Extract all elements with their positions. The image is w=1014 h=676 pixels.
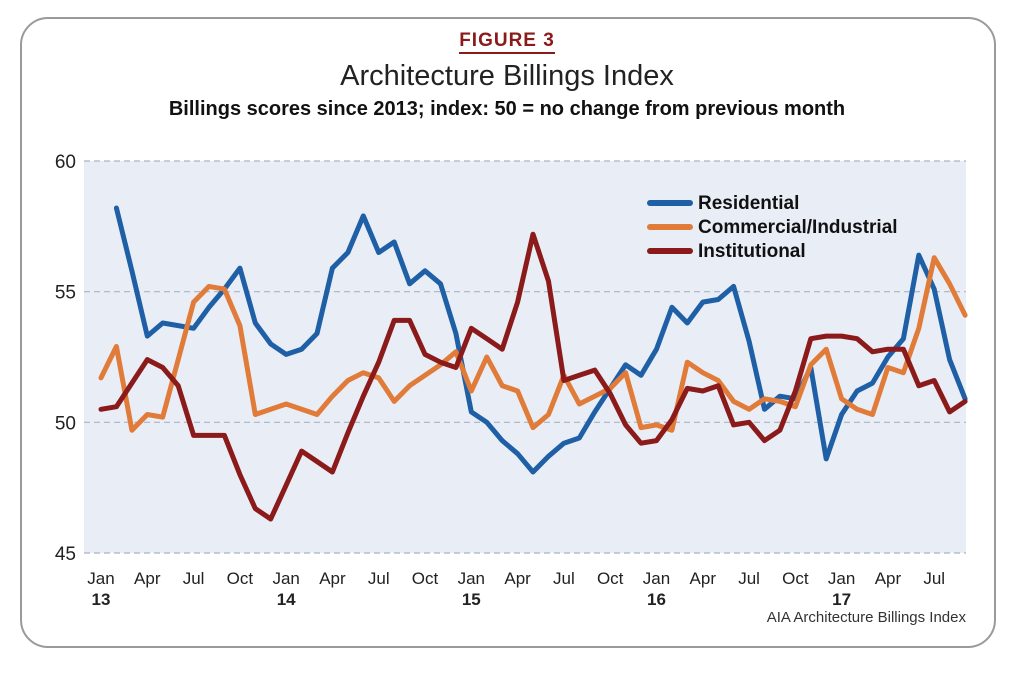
chart-title: Architecture Billings Index bbox=[340, 60, 674, 92]
x-tick-label-39: Apr bbox=[690, 569, 717, 588]
x-tick-label-30: Jul bbox=[553, 569, 575, 588]
x-tick-year-13: 13 bbox=[92, 590, 111, 609]
x-tick-label-36: Jan bbox=[643, 569, 670, 588]
x-tick-label-18: Jul bbox=[368, 569, 390, 588]
x-tick-label-42: Jul bbox=[738, 569, 760, 588]
x-tick-label-9: Oct bbox=[227, 569, 254, 588]
x-tick-label-15: Apr bbox=[319, 569, 346, 588]
legend-label-1: Commercial/Industrial bbox=[698, 217, 898, 238]
y-tick-label-50: 50 bbox=[55, 413, 76, 434]
figure-label-text: FIGURE 3 bbox=[459, 30, 555, 54]
x-tick-label-45: Oct bbox=[782, 569, 809, 588]
y-tick-label-45: 45 bbox=[55, 544, 76, 565]
series-line-residential bbox=[113, 205, 968, 475]
x-tick-label-54: Jul bbox=[923, 569, 945, 588]
x-tick-label-12: Jan bbox=[272, 569, 299, 588]
x-tick-label-27: Apr bbox=[504, 569, 531, 588]
x-tick-label-24: Jan bbox=[458, 569, 485, 588]
x-tick-year-17: 17 bbox=[832, 590, 851, 609]
y-tick-label-60: 60 bbox=[55, 152, 76, 173]
series-line-commercial-industrial bbox=[98, 255, 968, 433]
x-tick-label-0: Jan bbox=[87, 569, 114, 588]
x-tick-label-6: Jul bbox=[183, 569, 205, 588]
x-tick-label-21: Oct bbox=[412, 569, 439, 588]
legend-label-0: Residential bbox=[698, 193, 799, 214]
x-tick-label-33: Oct bbox=[597, 569, 624, 588]
chart-subtitle: Billings scores since 2013; index: 50 = … bbox=[168, 98, 846, 120]
source-note: AIA Architecture Billings Index bbox=[766, 609, 966, 626]
x-tick-year-14: 14 bbox=[277, 590, 296, 609]
x-tick-label-48: Jan bbox=[828, 569, 855, 588]
series-line-institutional bbox=[98, 231, 968, 522]
x-tick-label-3: Apr bbox=[134, 569, 161, 588]
figure-label: FIGURE 3 bbox=[0, 30, 1014, 54]
legend-label-2: Institutional bbox=[698, 241, 806, 262]
y-tick-label-55: 55 bbox=[55, 283, 76, 304]
x-tick-year-16: 16 bbox=[647, 590, 666, 609]
x-tick-year-15: 15 bbox=[462, 590, 481, 609]
x-tick-label-51: Apr bbox=[875, 569, 902, 588]
